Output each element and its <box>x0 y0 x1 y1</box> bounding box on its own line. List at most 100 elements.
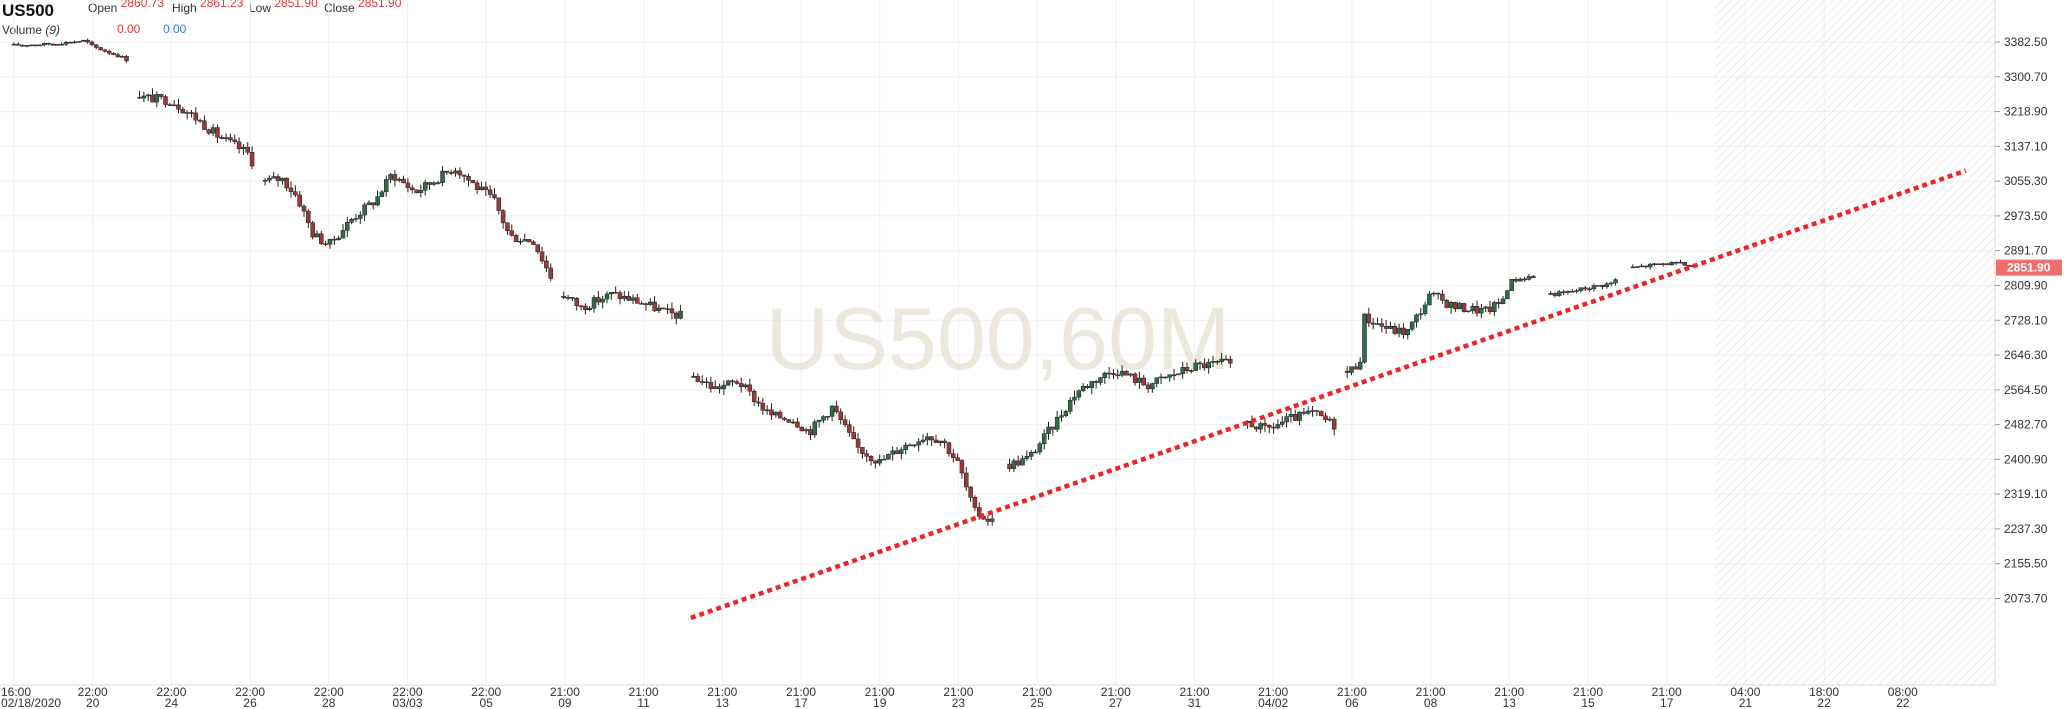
candle-body <box>63 41 69 45</box>
candle-body <box>89 41 95 46</box>
candle-body <box>388 174 393 180</box>
candle-body <box>137 96 142 99</box>
candle-body <box>730 380 735 383</box>
last-price-label: 2851.90 <box>2007 261 2051 275</box>
candle-body <box>366 202 372 206</box>
candle-body <box>1453 302 1458 310</box>
candle-body <box>1007 463 1012 469</box>
candle-body <box>1513 279 1519 282</box>
x-tick-time: 21:00 <box>786 685 816 699</box>
x-tick-time: 21:00 <box>707 685 737 699</box>
candle-body <box>453 170 458 174</box>
candle-body <box>1531 276 1536 278</box>
candle-body <box>474 182 480 190</box>
candle-body <box>795 421 800 428</box>
candle-body <box>68 41 73 44</box>
candle-body <box>1202 363 1207 369</box>
candle-body <box>1180 367 1185 374</box>
y-tick-label: 2482.70 <box>2004 418 2048 432</box>
candle-body <box>526 239 532 243</box>
candle-body <box>1318 411 1324 417</box>
candle-body <box>1375 323 1380 325</box>
ohlc-close: Close 2851.90 <box>324 0 401 15</box>
candle-body <box>1020 458 1025 466</box>
candle-body <box>964 472 969 488</box>
candle-body <box>1483 306 1488 309</box>
candle-body <box>1396 327 1402 334</box>
candle-body <box>461 174 467 177</box>
candle-body <box>1327 418 1333 421</box>
candle-body <box>405 182 411 188</box>
candle-body <box>877 459 882 464</box>
ohlc-open: Open 2860.73 <box>88 0 164 15</box>
x-tick-time: 04:00 <box>1730 685 1760 699</box>
open-label: Open <box>88 1 118 15</box>
trendline-group[interactable] <box>690 168 1967 621</box>
candle-body <box>635 297 640 304</box>
candle-body <box>1331 418 1337 430</box>
x-tick-date: 13 <box>1503 696 1517 709</box>
candle-body <box>808 429 813 436</box>
candle-body <box>769 409 774 416</box>
candle-body <box>1301 411 1307 414</box>
candle-body <box>1570 291 1575 293</box>
candle-body <box>1427 293 1432 306</box>
candle-body <box>158 94 164 97</box>
candle-body <box>1041 433 1047 445</box>
candle-body <box>790 421 796 424</box>
x-tick-time: 21:00 <box>1652 685 1682 699</box>
candle-body <box>1033 451 1038 454</box>
candle-body <box>288 187 294 192</box>
candle-body <box>1561 291 1566 293</box>
candle-body <box>674 312 679 319</box>
candle-body <box>353 218 359 220</box>
candle-body <box>396 178 402 181</box>
candle-body <box>1314 410 1320 412</box>
candle-body <box>907 444 913 447</box>
candle-body <box>1647 263 1653 268</box>
candle-body <box>1046 426 1051 434</box>
candle-body <box>1582 287 1588 290</box>
trendline[interactable] <box>690 168 1967 621</box>
candle-body <box>1015 460 1021 466</box>
candle-body <box>829 405 835 417</box>
candle-body <box>886 454 891 460</box>
candle-body <box>1405 328 1411 335</box>
volume-indicator[interactable]: Volume (9) <box>2 23 60 37</box>
candle-body <box>210 127 216 134</box>
y-tick-label: 2809.90 <box>2004 278 2048 292</box>
candle-body <box>301 205 307 212</box>
candle-body <box>1280 421 1285 425</box>
candle-body <box>1673 261 1679 264</box>
candle-body <box>202 120 207 130</box>
candle-body <box>1024 456 1030 459</box>
candle-body <box>509 230 515 236</box>
candle-body <box>1652 263 1657 265</box>
candle-body <box>444 170 450 173</box>
candle-body <box>427 182 432 185</box>
candle-body <box>786 419 792 423</box>
candle-body <box>834 405 839 413</box>
candle-body <box>1613 279 1618 284</box>
x-tick-time: 22:00 <box>392 685 422 699</box>
candle-body <box>171 104 177 107</box>
candle-body <box>1197 362 1203 365</box>
candle-body <box>297 194 302 207</box>
y-tick-label: 2891.70 <box>2004 244 2048 258</box>
candle-body <box>1414 314 1419 323</box>
candle-body <box>881 458 887 461</box>
candle-body <box>1608 282 1614 285</box>
y-tick-label: 2400.90 <box>2004 452 2048 466</box>
candle-body <box>1470 306 1475 312</box>
candle-body <box>323 243 328 245</box>
candle-body <box>704 381 709 384</box>
candle-body <box>106 51 112 54</box>
candle-body <box>1660 263 1666 265</box>
candle-body <box>1132 373 1138 383</box>
x-tick-date: 03/03 <box>392 696 422 709</box>
candle-body <box>422 182 428 191</box>
candle-body <box>176 104 181 110</box>
candle-body <box>1634 266 1640 268</box>
candle-body <box>1193 362 1198 371</box>
